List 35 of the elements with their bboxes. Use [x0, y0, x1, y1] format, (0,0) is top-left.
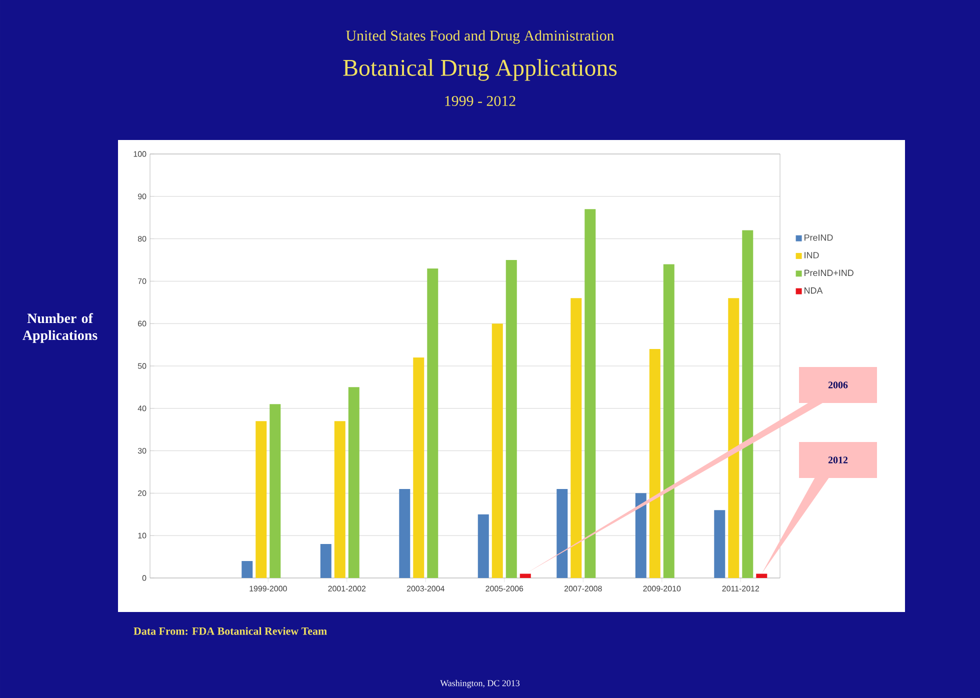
text: Washington, DC 2013 [440, 680, 520, 688]
bar [663, 264, 674, 578]
text: 2012 [828, 456, 848, 464]
bar [649, 349, 660, 578]
bar [270, 404, 281, 578]
bar [728, 298, 740, 578]
legend-label: NDA [804, 287, 823, 294]
text: 2006 [828, 382, 848, 388]
text: United States Food and Drug Administration [346, 30, 614, 44]
bar [635, 493, 646, 578]
bar [742, 230, 754, 578]
bar [492, 324, 503, 578]
bar [556, 488, 568, 578]
bar [242, 561, 253, 578]
bar [256, 421, 267, 578]
text: Data From: FDA Botanical Review Team [134, 627, 327, 635]
bar [478, 514, 489, 578]
bar [334, 421, 346, 578]
bar [584, 209, 596, 578]
bar [320, 544, 332, 578]
bar [413, 358, 424, 578]
chart-subtitle: 1999 - 2012 [445, 96, 516, 106]
bar [714, 510, 726, 578]
bar [399, 488, 410, 578]
bar [506, 260, 517, 578]
chart-title: Botanical Drug Applications [343, 59, 617, 81]
bar [570, 298, 582, 578]
legend-label: PreIND+IND [804, 270, 854, 276]
bar [427, 268, 438, 578]
bar [520, 574, 531, 578]
y-axis-title: Number of Applications [22, 313, 98, 343]
bar [756, 574, 768, 578]
bar [348, 387, 360, 578]
legend-label: PreIND [804, 234, 833, 241]
legend-label: IND [804, 252, 819, 258]
